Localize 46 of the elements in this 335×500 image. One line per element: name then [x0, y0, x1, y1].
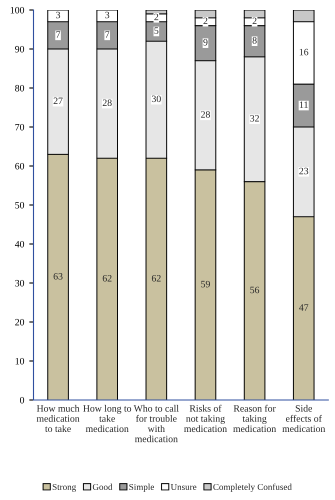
y-tick-label: 10: [16, 358, 24, 364]
x-tick-label: Reason for taking medication: [233, 404, 276, 432]
legend-label: Simple: [129, 484, 154, 492]
data-label: 7: [56, 31, 60, 38]
data-label: 56: [250, 286, 260, 294]
y-tick-label: 50: [15, 202, 24, 208]
legend-label: Unsure: [170, 484, 196, 490]
data-label: 62: [102, 275, 112, 282]
y-tick-label: 90: [15, 46, 24, 52]
data-label: 2: [252, 18, 256, 24]
data-label: 28: [102, 99, 112, 106]
data-label: 9: [203, 39, 208, 46]
data-label: 8: [252, 37, 257, 44]
legend-label: Strong: [52, 484, 76, 492]
y-tick-label: 80: [15, 84, 24, 92]
y-tick-label: 60: [15, 162, 24, 170]
data-label: 3: [56, 12, 60, 18]
data-label: 2: [203, 18, 208, 24]
data-label: 3: [105, 12, 110, 18]
data-label: 62: [152, 275, 161, 282]
data-label: 47: [299, 304, 308, 311]
x-tick-label: How long to take medication: [83, 404, 132, 432]
data-label: 30: [152, 96, 161, 102]
data-label: 11: [300, 101, 308, 108]
legend-label: Completely Confused: [213, 484, 292, 492]
y-tick-label: 20: [15, 318, 24, 326]
legend-label: Good: [92, 484, 112, 490]
data-label: 32: [250, 115, 259, 122]
y-tick-label: 0: [20, 396, 24, 404]
x-tick-label: Who to call for trouble with medication: [134, 404, 179, 442]
data-label: 16: [300, 48, 308, 56]
x-tick-label: Risks of not taking medication: [184, 404, 227, 432]
y-tick-label: 70: [15, 124, 24, 130]
data-label: 59: [201, 280, 210, 288]
y-tick-label: 30: [15, 280, 24, 286]
data-label: 63: [54, 273, 63, 280]
data-label: 28: [201, 111, 210, 118]
data-label: 27: [54, 98, 63, 104]
x-tick-label: Side effects of medication: [282, 404, 326, 432]
data-label: 5: [154, 27, 158, 34]
x-tick-label: How much medication to take: [36, 404, 80, 432]
data-label: 7: [105, 31, 110, 38]
data-label: 2: [154, 14, 158, 20]
y-tick-label: 40: [14, 240, 24, 248]
data-label: 23: [299, 168, 308, 174]
y-tick-label: 100: [10, 6, 24, 14]
